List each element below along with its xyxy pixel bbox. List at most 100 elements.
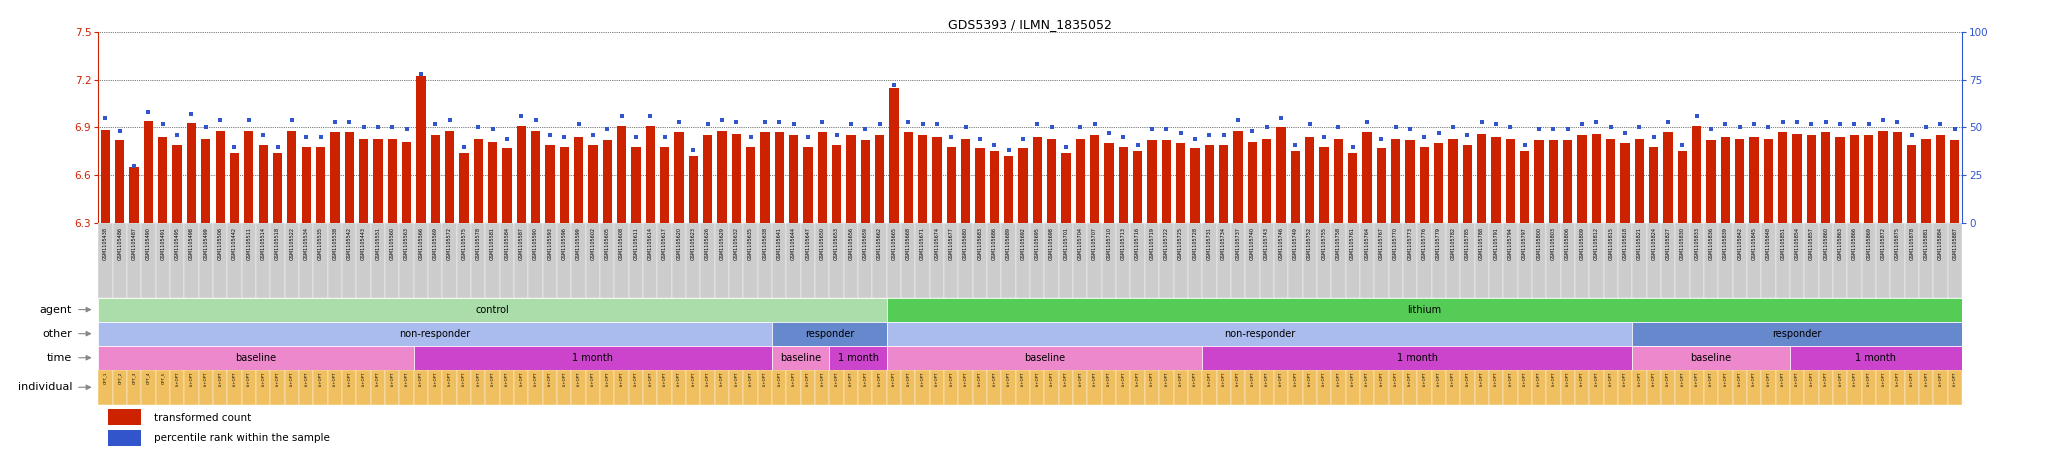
Text: Li+OPT: Li+OPT [1337,371,1339,386]
Point [864,120,897,127]
Bar [901,370,915,405]
Point [1151,126,1184,133]
Bar [500,370,514,405]
Text: OPT_2: OPT_2 [119,371,121,384]
Text: GSM1105535: GSM1105535 [317,227,324,260]
Text: GSM1105551: GSM1105551 [375,227,381,260]
Text: Li+OPT: Li+OPT [965,371,967,386]
Bar [1317,370,1331,405]
Point [1810,118,1843,125]
Text: GSM1105443: GSM1105443 [360,227,367,260]
Point [1393,126,1425,133]
Text: Li+OPT: Li+OPT [1438,371,1440,386]
Bar [1446,223,1460,298]
Text: Li+OPT: Li+OPT [1911,371,1913,386]
Bar [1231,223,1245,298]
Bar [700,223,715,298]
Text: Li+OPT: Li+OPT [1079,371,1081,386]
Bar [516,126,526,223]
Bar [1661,370,1675,405]
Text: GSM1105731: GSM1105731 [1206,227,1212,260]
Point [1421,130,1454,137]
Text: GSM1105713: GSM1105713 [1120,227,1126,260]
Bar [444,130,455,223]
Text: Li+OPT: Li+OPT [1710,371,1712,386]
Text: Li+OPT: Li+OPT [807,371,809,386]
Bar [643,223,657,298]
Bar [1073,370,1087,405]
Bar [1374,223,1389,298]
Bar [860,140,870,223]
Point [1192,131,1225,139]
Text: Li+OPT: Li+OPT [1696,371,1698,386]
Bar [729,370,743,405]
Point [346,124,381,131]
Text: Li+OPT: Li+OPT [707,371,709,386]
Text: GSM1105686: GSM1105686 [991,227,997,260]
Bar [887,322,1632,346]
Bar [387,139,397,223]
Bar [1130,223,1145,298]
Text: GSM1105833: GSM1105833 [1694,227,1700,260]
Bar [1188,370,1202,405]
Bar [1305,137,1315,223]
Bar [1690,223,1704,298]
Text: GSM1105575: GSM1105575 [461,227,467,260]
Bar [373,139,383,223]
Bar [141,223,156,298]
Bar [1632,370,1647,405]
Bar [471,370,485,405]
Text: GSM1105569: GSM1105569 [432,227,438,260]
Bar [1704,223,1718,298]
Point [618,133,651,140]
Bar [930,370,944,405]
Bar [1090,135,1100,223]
Text: Li+OPT: Li+OPT [1939,371,1942,386]
Text: GSM1105623: GSM1105623 [690,227,696,260]
Bar [1016,223,1030,298]
Bar [428,223,442,298]
Point [360,124,393,131]
Point [147,120,180,127]
Point [1880,118,1913,125]
Text: Li+OPT: Li+OPT [1739,371,1741,386]
Bar [774,132,784,223]
Bar [1116,370,1130,405]
Text: GSM1105845: GSM1105845 [1751,227,1757,260]
Point [174,111,209,118]
Text: Li+OPT: Li+OPT [1194,371,1196,386]
Bar [686,370,700,405]
Bar [1532,370,1546,405]
Text: responder: responder [805,329,854,339]
Bar [401,142,412,223]
Text: Li+OPT: Li+OPT [1122,371,1124,386]
Text: GSM1105522: GSM1105522 [289,227,295,260]
Bar [1520,151,1530,223]
Bar [328,223,342,298]
Bar [1460,370,1475,405]
Text: Li+OPT: Li+OPT [907,371,909,386]
Bar [1907,145,1917,223]
Text: Li+OPT: Li+OPT [291,371,293,386]
Text: Li+OPT: Li+OPT [1223,371,1225,386]
Bar [330,132,340,223]
Text: Li+OPT: Li+OPT [1065,371,1067,386]
Text: GSM1105578: GSM1105578 [475,227,481,260]
Bar [1575,370,1589,405]
Point [1335,143,1368,150]
Bar [586,223,600,298]
Bar [889,87,899,223]
Point [1737,120,1769,127]
Text: Li+OPT: Li+OPT [1208,371,1210,386]
Bar [1632,346,1790,370]
Text: Li+OPT: Li+OPT [549,371,551,386]
Point [1352,118,1384,125]
Bar [1577,135,1587,223]
Text: GSM1105599: GSM1105599 [575,227,582,260]
Text: GSM1105863: GSM1105863 [1837,227,1843,260]
Bar [1778,132,1788,223]
Text: Li+OPT: Li+OPT [1610,371,1612,386]
Bar [1419,147,1430,223]
Text: Li+OPT: Li+OPT [1810,371,1812,386]
Text: Li+OPT: Li+OPT [1022,371,1024,386]
